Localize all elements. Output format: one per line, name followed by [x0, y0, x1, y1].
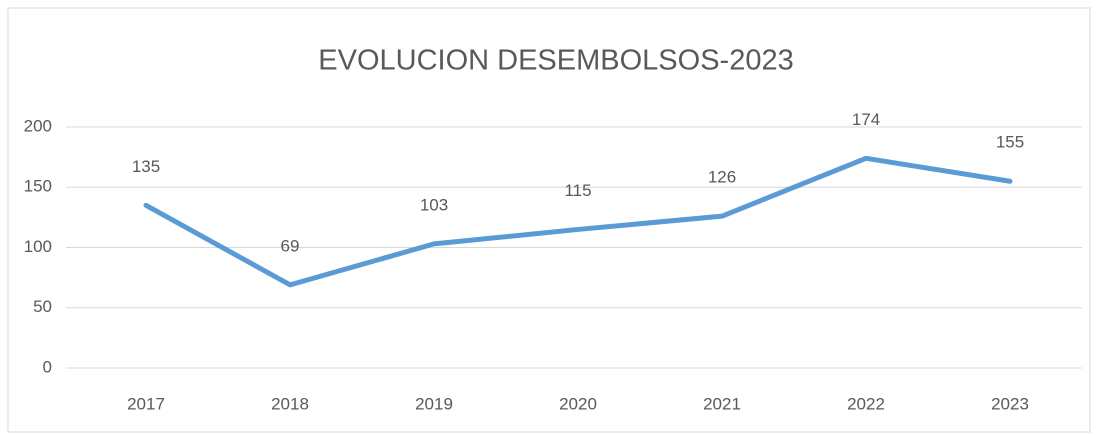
chart-frame [7, 7, 1091, 433]
chart-title: EVOLUCION DESEMBOLSOS-2023 [318, 45, 793, 77]
x-tick-label: 2023 [991, 394, 1029, 413]
data-label: 174 [852, 110, 880, 129]
y-tick-label: 200 [24, 116, 52, 135]
y-tick-label: 0 [43, 357, 52, 376]
x-tick-label: 2022 [847, 394, 885, 413]
x-tick-label: 2020 [559, 394, 597, 413]
y-tick-label: 50 [33, 297, 52, 316]
data-label: 135 [132, 157, 160, 176]
x-tick-label: 2021 [703, 394, 741, 413]
data-label: 103 [420, 195, 448, 214]
x-tick-label: 2018 [271, 394, 309, 413]
data-label: 126 [708, 168, 736, 187]
data-label: 69 [281, 236, 300, 255]
line [143, 155, 1013, 288]
y-tick-label: 150 [24, 177, 52, 196]
x-tick-label: 2019 [415, 394, 453, 413]
data-label: 155 [996, 133, 1024, 152]
data-label: 115 [564, 181, 591, 200]
y-tick-label: 100 [24, 237, 52, 256]
x-tick-label: 2017 [127, 394, 165, 413]
